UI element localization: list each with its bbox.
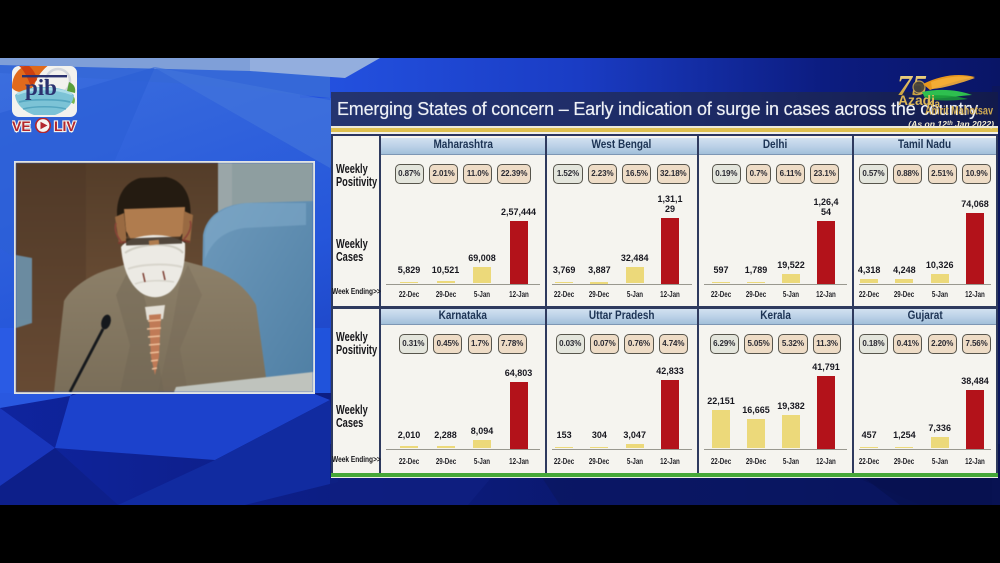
svg-text:(As on 12ᵗʰ Jan 2022): (As on 12ᵗʰ Jan 2022) — [908, 119, 994, 129]
svg-text:pib: pib — [25, 75, 57, 100]
svg-text:Ka: Ka — [927, 99, 941, 111]
svg-text:VE: VE — [12, 118, 31, 133]
svg-text:LIV: LIV — [54, 118, 76, 133]
svg-text:Azadi: Azadi — [898, 92, 935, 108]
svg-text:Amrit Mahotsav: Amrit Mahotsav — [925, 104, 993, 118]
